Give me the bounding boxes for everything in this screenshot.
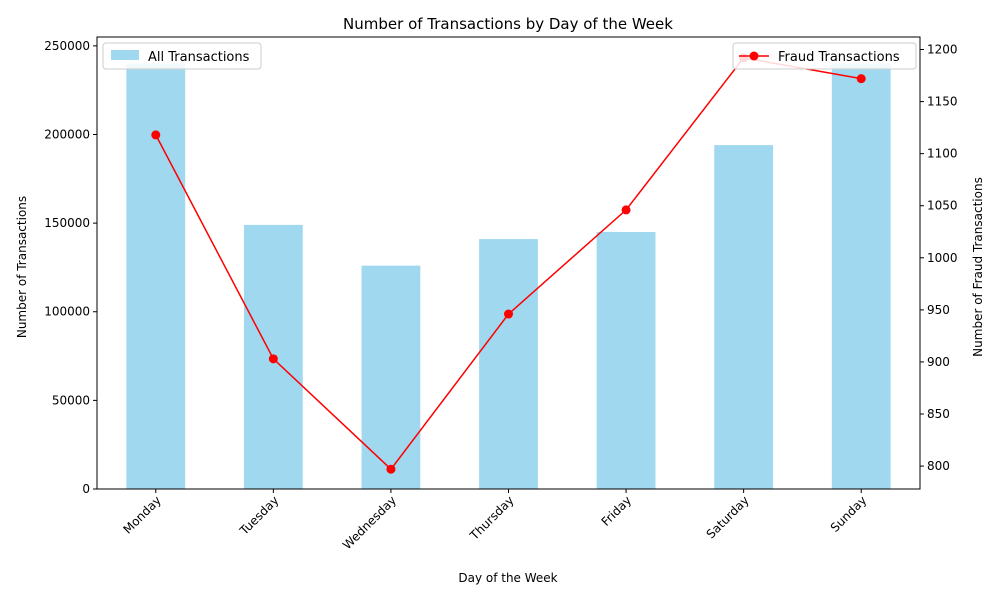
y2-tick-label: 1000 [927, 251, 958, 265]
bar-thursday [479, 239, 538, 489]
y2-tick-label: 1050 [927, 199, 958, 213]
x-tick-label-saturday: Saturday [704, 493, 752, 541]
fraud-point-tuesday [268, 354, 278, 364]
y2-tick-label: 1150 [927, 95, 958, 109]
legend-all-transactions-swatch [111, 50, 139, 60]
y2-axis-ticks: 800 850 900 950 1000 1050 1100 1150 1200 [920, 42, 958, 473]
fraud-point-thursday [504, 309, 513, 319]
bar-friday [596, 231, 656, 489]
y2-tick-label: 1200 [927, 42, 958, 56]
y2-tick-label: 1100 [927, 147, 958, 161]
y2-tick-label: 900 [927, 355, 950, 369]
legend-fraud-transactions-label: Fraud Transactions [778, 50, 900, 65]
y2-tick-label: 950 [927, 303, 950, 317]
y-tick-label: 50000 [52, 393, 90, 407]
x-tick-label-friday: Friday [599, 493, 635, 529]
y-tick-label: 0 [82, 482, 90, 496]
fraud-point-sunday [856, 74, 866, 84]
y-tick-label: 200000 [44, 127, 90, 141]
fraud-point-monday [151, 130, 161, 140]
legend-all-transactions-label: All Transactions [148, 50, 250, 65]
x-axis-label: Day of the Week [458, 571, 557, 585]
y-tick-label: 250000 [44, 39, 90, 53]
x-tick-label-thursday: Thursday [467, 493, 517, 543]
x-axis-ticks: Monday Tuesday Wednesday Thursday Friday Satu… [121, 489, 870, 552]
legend-right-frame [732, 42, 917, 70]
bar-monday [126, 63, 186, 490]
x-tick-label-wednesday: Wednesday [340, 493, 399, 552]
y-tick-label: 150000 [44, 216, 90, 230]
legend-left: All Transactions [102, 42, 262, 70]
y-tick-label: 100000 [44, 305, 90, 319]
bars-layer [126, 63, 891, 490]
bar-saturday [714, 145, 774, 489]
x-tick-label-tuesday: Tuesday [236, 493, 281, 538]
x-tick-label-sunday: Sunday [828, 493, 870, 535]
bar-sunday [831, 63, 891, 490]
y2-tick-label: 850 [927, 407, 950, 421]
y2-tick-label: 800 [927, 459, 950, 473]
legend-right: Fraud Transactions [732, 42, 917, 70]
fraud-point-wednesday [386, 464, 396, 474]
y2-axis-label: Number of Fraud Transactions [971, 177, 985, 357]
x-tick-label-monday: Monday [121, 493, 164, 536]
legend-left-frame [102, 42, 262, 70]
bar-wednesday [361, 265, 421, 489]
y-axis-ticks: 0 50000 100000 150000 200000 250000 [44, 39, 97, 496]
y-axis-label: Number of Transactions [15, 196, 29, 338]
legend-fraud-transactions-marker [749, 51, 759, 61]
fraud-point-friday [621, 205, 631, 215]
chart-title: Number of Transactions by Day of the Wee… [343, 15, 673, 33]
